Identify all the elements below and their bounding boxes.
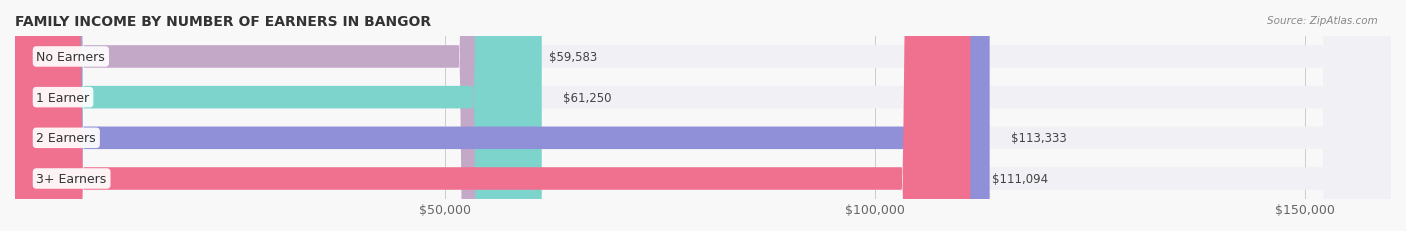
FancyBboxPatch shape <box>15 0 1391 231</box>
FancyBboxPatch shape <box>15 0 527 231</box>
Text: FAMILY INCOME BY NUMBER OF EARNERS IN BANGOR: FAMILY INCOME BY NUMBER OF EARNERS IN BA… <box>15 15 432 29</box>
FancyBboxPatch shape <box>15 0 1391 231</box>
Text: $61,250: $61,250 <box>564 91 612 104</box>
FancyBboxPatch shape <box>15 0 1391 231</box>
Text: 3+ Earners: 3+ Earners <box>37 172 107 185</box>
FancyBboxPatch shape <box>15 0 970 231</box>
FancyBboxPatch shape <box>15 0 1391 231</box>
Text: $111,094: $111,094 <box>991 172 1047 185</box>
Text: 1 Earner: 1 Earner <box>37 91 90 104</box>
Text: $59,583: $59,583 <box>548 51 598 64</box>
Text: 2 Earners: 2 Earners <box>37 132 96 145</box>
FancyBboxPatch shape <box>15 0 990 231</box>
Text: $113,333: $113,333 <box>1011 132 1067 145</box>
Text: Source: ZipAtlas.com: Source: ZipAtlas.com <box>1267 16 1378 26</box>
Text: No Earners: No Earners <box>37 51 105 64</box>
FancyBboxPatch shape <box>15 0 541 231</box>
